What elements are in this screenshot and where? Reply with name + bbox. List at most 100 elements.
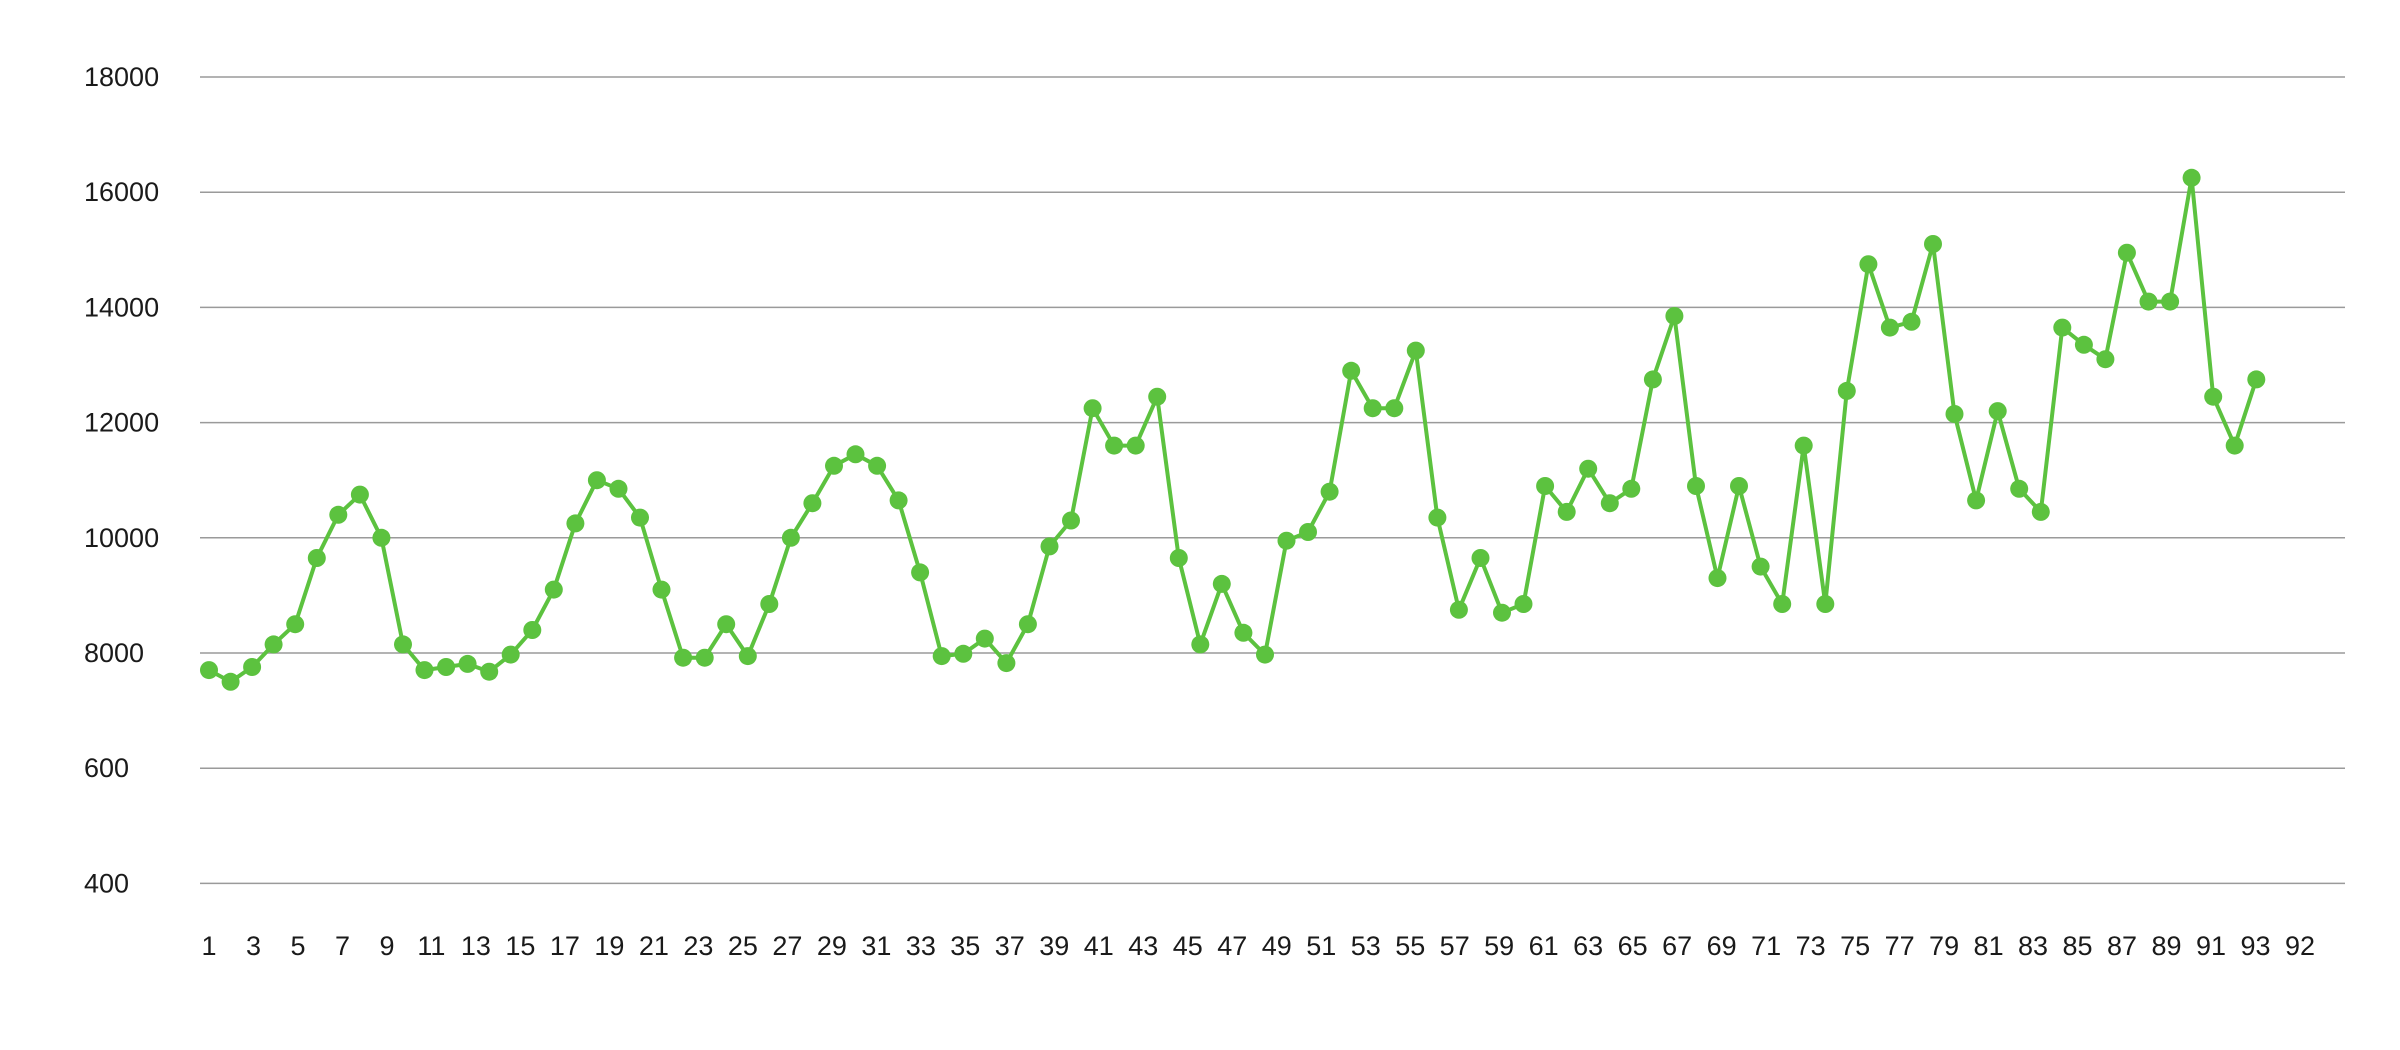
x-tick-label: 49	[1262, 931, 1292, 961]
data-point	[1794, 436, 1813, 455]
data-point	[1428, 508, 1447, 527]
x-tick-label: 47	[1217, 931, 1247, 961]
data-point	[1406, 341, 1425, 360]
data-point	[2010, 479, 2029, 498]
x-tick-label: 23	[683, 931, 713, 961]
x-tick-label: 41	[1084, 931, 1114, 961]
data-point	[415, 661, 434, 680]
x-tick-label: 3	[246, 931, 261, 961]
data-point	[738, 647, 757, 666]
y-tick-label: 16000	[84, 177, 159, 207]
data-point	[1083, 399, 1102, 418]
data-point	[1018, 615, 1037, 634]
data-point	[911, 563, 930, 582]
data-point	[1536, 477, 1555, 495]
x-tick-label: 31	[861, 931, 891, 961]
data-point	[1212, 574, 1231, 593]
y-tick-label: 400	[84, 868, 129, 898]
data-point	[587, 471, 606, 490]
x-tick-label: 79	[1929, 931, 1959, 961]
x-tick-label: 39	[1039, 931, 1069, 961]
y-tick-label: 10000	[84, 523, 159, 553]
data-point	[1191, 635, 1210, 654]
data-point	[1320, 482, 1339, 501]
x-tick-label: 27	[772, 931, 802, 961]
data-point	[2117, 243, 2136, 262]
data-point	[2096, 350, 2115, 369]
x-tick-label: 29	[817, 931, 847, 961]
data-point	[2074, 335, 2093, 354]
x-tick-label: 35	[950, 931, 980, 961]
x-tick-label: 61	[1529, 931, 1559, 961]
x-tick-label: 69	[1707, 931, 1737, 961]
x-tick-label: 81	[1974, 931, 2004, 961]
data-point	[1493, 603, 1511, 622]
x-tick-label: 17	[550, 931, 580, 961]
data-point	[372, 528, 391, 547]
data-point	[1105, 436, 1124, 455]
x-tick-label: 55	[1395, 931, 1425, 961]
x-tick-label: 77	[1885, 931, 1915, 961]
x-tick-label: 53	[1351, 931, 1381, 961]
data-point	[1837, 381, 1856, 400]
x-tick-label: 91	[2196, 931, 2226, 961]
data-point	[695, 648, 714, 667]
x-tick-label: 5	[290, 931, 305, 961]
x-tick-label: 7	[335, 931, 350, 961]
data-point	[1751, 557, 1770, 576]
x-tick-label: 15	[505, 931, 535, 961]
x-tick-label: 11	[417, 931, 445, 961]
data-point	[760, 595, 779, 613]
x-tick-label: 9	[379, 931, 394, 961]
data-point	[1126, 436, 1145, 455]
data-point	[1363, 399, 1382, 418]
y-tick-label: 14000	[84, 292, 159, 322]
x-tick-label: 19	[594, 931, 624, 961]
data-point	[307, 549, 326, 567]
data-point	[1902, 312, 1921, 331]
data-point	[2225, 436, 2244, 455]
data-point	[1859, 255, 1878, 274]
data-point	[1600, 494, 1619, 513]
data-point	[1062, 511, 1080, 530]
data-point	[1880, 318, 1899, 337]
data-point	[1256, 645, 1274, 664]
x-tick-label: 67	[1662, 931, 1692, 961]
x-tick-label: 43	[1128, 931, 1158, 961]
y-tick-label: 18000	[84, 62, 159, 92]
data-point	[264, 635, 283, 654]
x-tick-label: 73	[1796, 931, 1826, 961]
data-point	[1557, 502, 1576, 521]
data-point	[501, 645, 520, 664]
data-point	[523, 621, 542, 639]
data-point	[2139, 292, 2158, 311]
x-tick-label: 25	[728, 931, 758, 961]
data-point	[1945, 405, 1964, 423]
data-point	[566, 514, 585, 533]
data-point	[329, 505, 348, 524]
data-point	[200, 661, 218, 680]
data-point	[1924, 235, 1942, 253]
data-point	[286, 615, 305, 634]
y-axis-tick-labels: 400 600 8000 10000 12000 14000 16000 18000	[84, 62, 159, 898]
data-point	[1169, 549, 1188, 567]
data-point	[1471, 549, 1490, 567]
data-point	[652, 580, 671, 599]
x-tick-label: 37	[995, 931, 1025, 961]
data-point	[717, 615, 736, 634]
data-point	[1622, 479, 1641, 498]
x-tick-label: 1	[201, 931, 216, 961]
data-point	[1449, 600, 1468, 619]
x-tick-label: 51	[1306, 931, 1336, 961]
data-point	[1514, 595, 1533, 613]
data-point	[1579, 459, 1598, 478]
data-point	[243, 658, 262, 676]
data-point	[631, 508, 649, 527]
data-point	[2161, 292, 2180, 311]
data-point	[1730, 477, 1748, 495]
data-point	[609, 479, 628, 498]
data-point	[825, 456, 843, 475]
data-point	[954, 644, 973, 663]
data-point	[1299, 523, 1317, 541]
